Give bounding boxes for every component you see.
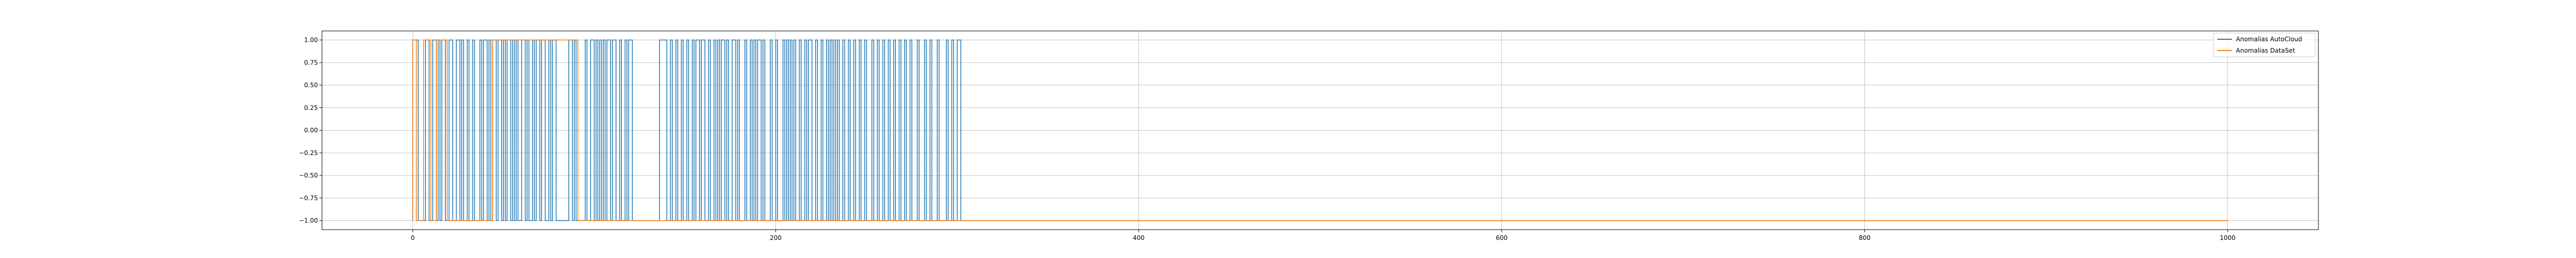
x-tick-label: 600 xyxy=(1496,234,1507,241)
legend-label-autocloud: Anomalias AutoCloud xyxy=(2236,36,2302,43)
y-tick-label: −0.25 xyxy=(299,149,318,156)
y-tick-label: 0.25 xyxy=(304,104,318,111)
y-tick-label: 1.00 xyxy=(304,37,318,44)
y-tick-label: −0.75 xyxy=(299,195,318,202)
series-lines xyxy=(412,39,2228,221)
legend-label-dataset: Anomalias DataSet xyxy=(2236,47,2295,54)
legend-box xyxy=(2213,33,2316,57)
x-tick-label: 200 xyxy=(770,234,782,241)
x-tick-label: 800 xyxy=(1859,234,1871,241)
y-tick-label: 0.50 xyxy=(304,82,318,89)
y-tick-label: 0.00 xyxy=(304,127,318,134)
x-tick-label: 1000 xyxy=(2220,234,2236,241)
x-tick-label: 0 xyxy=(411,234,415,241)
y-tick-label: 0.75 xyxy=(304,59,318,66)
y-tick-label: −0.50 xyxy=(299,172,318,179)
x-tick-label: 400 xyxy=(1133,234,1145,241)
series-line-1 xyxy=(412,39,2228,221)
legend: Anomalias AutoCloud Anomalias DataSet xyxy=(2213,33,2316,57)
y-tick-label: −1.00 xyxy=(299,217,318,224)
y-axis: 1.00 0.75 0.50 0.25 0.00 −0.25 −0.50 −0.75 −1.00 xyxy=(299,37,322,224)
x-axis: 0 200 400 600 800 1000 xyxy=(411,230,2235,241)
